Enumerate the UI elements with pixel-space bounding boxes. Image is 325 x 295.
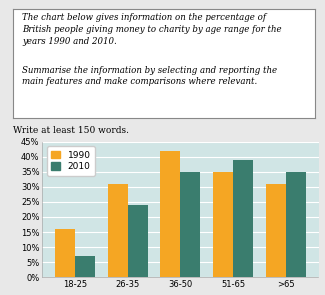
Text: Write at least 150 words.: Write at least 150 words. [13,126,129,135]
Bar [75,256,95,277]
Bar [55,229,75,277]
Bar [266,184,286,277]
Bar [213,172,233,277]
Bar [128,205,148,277]
Text: The chart below gives information on the percentage of
British people giving mon: The chart below gives information on the… [22,13,282,46]
Bar [108,184,128,277]
Bar [286,172,306,277]
Bar [160,151,180,277]
Bar [233,160,253,277]
Text: Summarise the information by selecting and reporting the
main features and make : Summarise the information by selecting a… [22,65,277,86]
Legend: 1990, 2010: 1990, 2010 [47,146,95,176]
Bar [180,172,201,277]
